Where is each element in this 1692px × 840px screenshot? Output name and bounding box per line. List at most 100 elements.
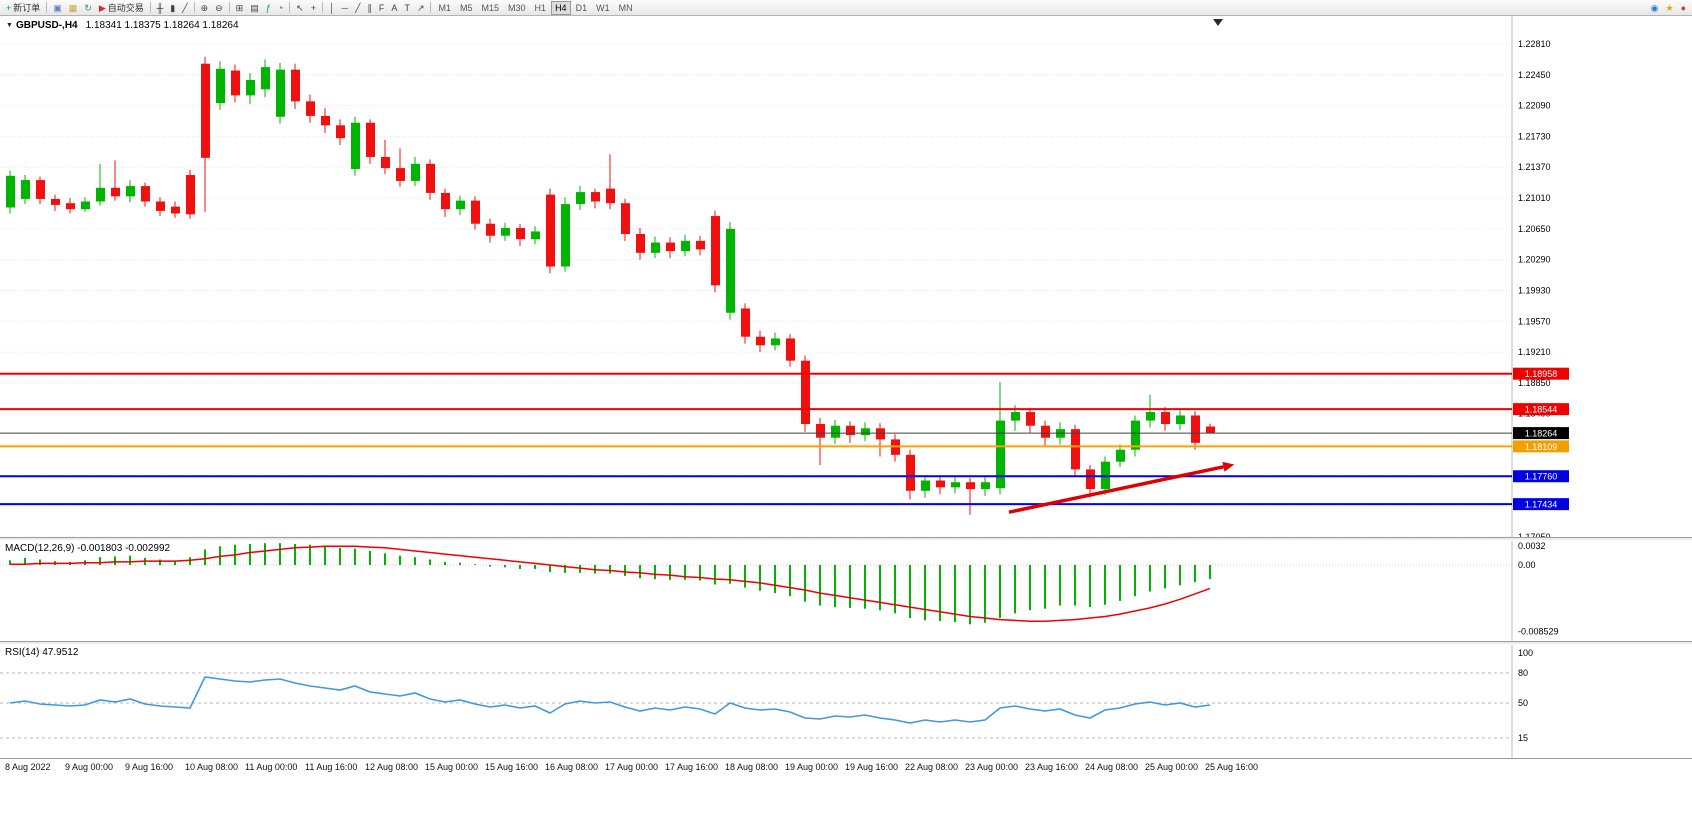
toolbar-separator (149, 2, 151, 13)
svg-text:1.17050: 1.17050 (1518, 532, 1551, 537)
svg-text:1.22810: 1.22810 (1518, 39, 1551, 49)
timeframe-m5-button[interactable]: M5 (460, 2, 473, 13)
macd-panel[interactable]: 0.0032 0.00 -0.008529 (0, 541, 1692, 641)
horizontal-line-icon[interactable]: ─ (339, 1, 351, 14)
toolbar: + 新订单 ▣ ▦ ↻ ▶ 自动交易 ╫ ▮ ╱ ⊕ ⊖ ⊞ ▤ ƒ ◔ ↖ + │ ─ ╱ ∥ F A T ↗ M1 M5 M15 M3… (0, 0, 1692, 16)
new-order-button-label: 新订单 (13, 3, 41, 13)
macd-label: MACD(12,26,9) (5, 543, 75, 554)
svg-text:0.00: 0.00 (1518, 560, 1536, 570)
rsi-panel[interactable]: 100 80 50 15 (0, 645, 1692, 758)
channel-icon-glyph: ∥ (367, 2, 372, 13)
favorites-icon[interactable]: ★ (1662, 1, 1676, 14)
shift-marker-icon[interactable] (1213, 19, 1223, 26)
toolbar-separator (228, 2, 230, 13)
cursor-icon-glyph: ↖ (296, 2, 304, 13)
zoom-in-icon[interactable]: ⊕ (198, 1, 212, 14)
timeframe-m30-button[interactable]: M30 (508, 2, 526, 13)
time-label: 17 Aug 00:00 (605, 762, 659, 772)
profiles-icon-glyph: ▦ (68, 2, 78, 13)
svg-text:15: 15 (1518, 733, 1528, 743)
line-chart-icon[interactable]: ╱ (179, 1, 190, 14)
timeframe-m1-button[interactable]: M1 (438, 2, 451, 13)
tile-windows-icon-glyph: ⊞ (235, 2, 244, 13)
time-label: 19 Aug 00:00 (785, 762, 839, 772)
trendline-icon[interactable]: ╱ (352, 1, 363, 14)
time-axis[interactable]: 8 Aug 2022 9 Aug 00:00 9 Aug 16:00 10 Aug 0… (0, 758, 1692, 779)
label-icon-glyph: T (404, 2, 410, 13)
candlestick-chart-icon[interactable]: ▮ (167, 1, 178, 14)
main-price-chart[interactable]: 1.22810 1.22450 1.22090 1.21730 1.21370 1.210… (0, 16, 1692, 537)
toolbar-separator (193, 2, 195, 13)
charts-window-icon[interactable]: ▣ (50, 1, 65, 14)
time-label: 25 Aug 16:00 (1205, 762, 1259, 772)
collapse-arrow-icon[interactable]: ▼ (6, 22, 13, 29)
new-order-button[interactable]: + 新订单 (3, 1, 43, 14)
time-label: 11 Aug 16:00 (305, 762, 358, 772)
rsi-line (9, 676, 1211, 724)
timeframe-clock-icon[interactable]: ◔ (275, 1, 286, 14)
time-label: 9 Aug 00:00 (65, 762, 114, 772)
timeframe-h4-button[interactable]: H4 (551, 0, 571, 15)
svg-text:1.18958: 1.18958 (1525, 369, 1558, 379)
alerts-icon[interactable]: ● (1678, 1, 1689, 14)
timeframe-mn-button[interactable]: MN (618, 2, 633, 13)
timeframe-m15-button[interactable]: M15 (481, 2, 500, 13)
channel-icon[interactable]: ∥ (364, 1, 375, 14)
panel-splitter-2[interactable] (0, 641, 1692, 645)
price-tags: 1.18958 1.18544 1.18264 1.18109 1.17760 1.174… (1513, 367, 1569, 511)
svg-text:1.19930: 1.19930 (1518, 285, 1551, 295)
text-icon[interactable]: A (388, 1, 400, 14)
panel-splitter[interactable] (0, 537, 1692, 541)
timeframe-h1-button[interactable]: H1 (534, 2, 547, 13)
trendline-icon-glyph: ╱ (355, 2, 361, 13)
svg-text:1.21010: 1.21010 (1518, 193, 1551, 203)
svg-text:80: 80 (1518, 668, 1528, 678)
cursor-icon[interactable]: ↖ (293, 1, 307, 14)
rsi-value: 47.9512 (42, 647, 79, 658)
macd-header: MACD(12,26,9) -0.001803 -0.002992 (5, 543, 170, 554)
community-icon: ◉ (1650, 2, 1659, 13)
crosshair-icon[interactable]: + (308, 1, 319, 14)
chart-window[interactable]: ▼ GBPUSD-,H4 1.18341 1.18375 1.18264 1.182… (0, 16, 1692, 840)
macd-value-main: -0.001803 (77, 543, 123, 554)
horizontal-lines[interactable] (0, 372, 1512, 506)
label-icon[interactable]: T (401, 1, 413, 14)
svg-text:1.21370: 1.21370 (1518, 162, 1551, 172)
auto-arrange-icon[interactable]: ▤ (247, 1, 262, 14)
community-icon[interactable]: ◉ (1648, 1, 1662, 14)
macd-histogram (9, 543, 1211, 625)
trend-arrow[interactable] (1008, 461, 1235, 514)
tile-windows-icon[interactable]: ⊞ (233, 1, 247, 14)
fibonacci-icon-glyph: F (378, 2, 385, 13)
zoom-out-icon[interactable]: ⊖ (212, 1, 226, 14)
zoom-out-icon-glyph: ⊖ (215, 2, 223, 13)
rsi-label: RSI(14) (5, 647, 40, 658)
toolbar-separator (46, 2, 48, 13)
zoom-in-icon-glyph: ⊕ (200, 2, 209, 13)
profiles-icon[interactable]: ▦ (66, 1, 81, 14)
autotrading-button[interactable]: ▶ 自动交易 (96, 1, 147, 14)
arrows-icon[interactable]: ↗ (414, 1, 428, 14)
autotrading-glyph: ▶ (98, 2, 106, 13)
svg-text:1.21730: 1.21730 (1518, 131, 1551, 141)
auto-arrange-icon-glyph: ▤ (250, 2, 259, 13)
fibonacci-icon[interactable]: F (376, 1, 388, 14)
timeframe-w1-button[interactable]: W1 (596, 2, 610, 13)
alerts-icon: ● (1680, 2, 1686, 13)
time-label: 16 Aug 08:00 (545, 762, 599, 772)
toolbar-separator (289, 2, 291, 13)
bar-chart-icon[interactable]: ╫ (154, 1, 166, 14)
svg-text:1.18850: 1.18850 (1518, 378, 1551, 388)
symbol-period-label: GBPUSD-,H4 (15, 20, 78, 31)
refresh-icon[interactable]: ↻ (81, 1, 95, 14)
time-label: 24 Aug 08:00 (1085, 762, 1139, 772)
indicators-icon[interactable]: ƒ (263, 1, 274, 14)
svg-text:1.17434: 1.17434 (1525, 500, 1558, 510)
favorites-icon: ★ (1665, 2, 1674, 13)
svg-text:1.20290: 1.20290 (1518, 255, 1551, 265)
svg-text:-0.008529: -0.008529 (1518, 627, 1559, 637)
timeframe-d1-button[interactable]: D1 (575, 2, 588, 13)
vertical-line-icon[interactable]: │ (326, 1, 338, 14)
time-label: 8 Aug 2022 (5, 762, 51, 772)
